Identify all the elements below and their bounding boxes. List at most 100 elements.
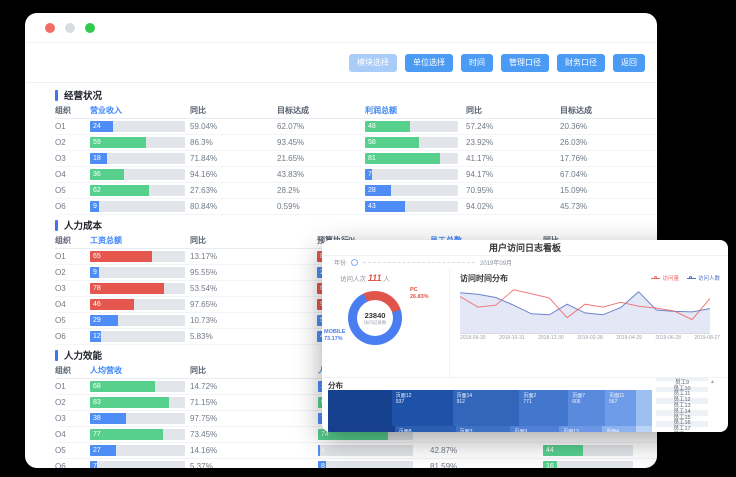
bar-value: 36 xyxy=(93,171,101,178)
treemap-title: 分布 xyxy=(328,381,343,390)
x-tick-label: 2019-02-28 xyxy=(577,335,603,341)
donut-pc-label: PC 26.83% xyxy=(410,287,429,301)
treemap-cell[interactable]: 页面2 771 xyxy=(519,390,569,426)
employee-list-item[interactable]: 员工13 xyxy=(673,402,691,409)
percent-value: 62.07% xyxy=(277,122,305,131)
line-chart-block: 访问时间分布 访问量 访问人数 2018-09-30 2018-10-31 2018-… xyxy=(450,269,728,377)
percent-value: 95.55% xyxy=(190,268,218,277)
treemap-cell[interactable]: 页面12 937 xyxy=(391,390,453,426)
org-label: O2 xyxy=(55,398,66,407)
table-row: O2 59 86.3% 93.45% 58 23.92% 26.03% xyxy=(55,135,657,151)
bar-value: 18 xyxy=(93,155,101,162)
table-row: O1 24 59.04% 62.07% 48 57.24% 20.36% xyxy=(55,119,657,135)
zoom-button[interactable] xyxy=(85,22,95,33)
org-label: O1 xyxy=(55,122,66,131)
toolbar-button-6[interactable]: 返回 xyxy=(613,53,645,72)
employee-list-item[interactable]: 员工15 xyxy=(673,414,691,421)
line-chart[interactable] xyxy=(460,286,710,334)
metric-bar: 18 xyxy=(90,153,185,164)
percent-value: 0.59% xyxy=(277,202,300,211)
employee-list-item[interactable]: 员工11 xyxy=(673,391,691,398)
treemap-cell[interactable]: 页面7 606 xyxy=(568,390,606,426)
org-label: O3 xyxy=(55,154,66,163)
treemap-cell[interactable] xyxy=(636,390,652,426)
bar-value: 58 xyxy=(368,139,376,146)
bar-value: 38 xyxy=(93,415,101,422)
column-header[interactable]: 工资总额 xyxy=(90,236,122,245)
section-accent-bar xyxy=(55,349,58,361)
employee-list-item[interactable]: 员工14 xyxy=(656,409,708,416)
metric-bar: 38 xyxy=(90,413,185,424)
treemap-cell[interactable] xyxy=(328,390,392,426)
metric-bar: 77 xyxy=(90,429,185,440)
bar-value: 8 xyxy=(321,463,325,468)
legend-item[interactable]: 访问人数 xyxy=(686,274,720,282)
percent-value: 94.02% xyxy=(466,202,494,211)
metric-bar: 29 xyxy=(90,315,185,326)
column-header[interactable]: 营业收入 xyxy=(90,106,122,115)
employee-list[interactable]: 员工8员工9员工10员工11员工12员工13员工14员工15员工16员工17员工… xyxy=(656,378,708,432)
scroll-up-icon[interactable]: ▲ xyxy=(710,379,715,385)
toolbar-button-3[interactable]: 时间 xyxy=(461,53,493,72)
treemap-cell[interactable] xyxy=(636,426,652,432)
employee-list-item[interactable]: 员工17 xyxy=(673,426,691,432)
treemap-cell[interactable]: 页面3839 xyxy=(455,426,511,432)
treemap-cell[interactable] xyxy=(328,426,395,432)
toolbar-button-5[interactable]: 财务口径 xyxy=(557,53,605,72)
metric-bar: 9 xyxy=(90,201,185,212)
bar-value: 83 xyxy=(93,399,101,406)
percent-value: 28.2% xyxy=(277,186,300,195)
metric-bar: 1 xyxy=(318,445,413,456)
overlay-panel: 用户访问日志看板 年份 2019年09月 访问人次 111 人 23840 访问… xyxy=(322,240,728,432)
legend-item[interactable]: 访问量 xyxy=(651,274,679,282)
employee-list-item[interactable]: 员工10 xyxy=(656,386,708,393)
metric-bar: 7 xyxy=(90,461,185,468)
employee-list-item[interactable]: 员工12 xyxy=(656,397,708,404)
bar-value: 27 xyxy=(93,447,101,454)
treemap-cell[interactable]: 页面11 567 xyxy=(605,390,637,426)
minimize-button[interactable] xyxy=(65,22,75,33)
metric-bar: 12 xyxy=(90,331,185,342)
column-header[interactable]: 人均营收 xyxy=(90,366,122,375)
treemap-cell[interactable]: 页面4265 xyxy=(602,426,637,432)
percent-value: 97.65% xyxy=(190,300,218,309)
device-donut-chart[interactable]: 23840 访问记录数 xyxy=(348,291,402,345)
toolbar: 模块选择 单位选择 时间 管理口径 财务口径 返回 xyxy=(25,43,657,83)
x-tick-label: 2018-09-30 xyxy=(460,335,486,341)
column-header[interactable]: 利润总额 xyxy=(365,106,397,115)
percent-value: 26.03% xyxy=(560,138,588,147)
metric-bar: 7 xyxy=(365,169,458,180)
toolbar-button-1[interactable]: 模块选择 xyxy=(349,53,397,72)
toolbar-button-2[interactable]: 单位选择 xyxy=(405,53,453,72)
org-label: O5 xyxy=(55,446,66,455)
percent-value: 42.87% xyxy=(430,446,458,455)
slider-track[interactable] xyxy=(363,262,476,263)
employee-list-item[interactable]: 员工9 xyxy=(674,379,690,386)
bar-value: 43 xyxy=(368,203,376,210)
close-button[interactable] xyxy=(45,22,55,33)
column-header: 目标达成 xyxy=(560,106,592,115)
treemap-cell[interactable]: 页面8937 xyxy=(394,426,456,432)
metric-bar: 27 xyxy=(90,445,185,456)
treemap-cell[interactable]: 页面9647 xyxy=(510,426,560,432)
section-title: 经营状况 xyxy=(64,91,103,102)
percent-value: 97.75% xyxy=(190,414,218,423)
percent-value: 57.24% xyxy=(466,122,494,131)
treemap-cell[interactable]: 页面14 912 xyxy=(452,390,520,426)
org-label: O2 xyxy=(55,268,66,277)
slider-handle[interactable] xyxy=(351,259,359,266)
bar-value: 24 xyxy=(93,123,101,130)
table-row: O5 27 14.16% 1 42.87% 44 xyxy=(55,443,657,459)
slider-right-label: 2019年09月 xyxy=(480,261,513,267)
org-label: O6 xyxy=(55,462,66,468)
percent-value: 81.59% xyxy=(430,462,458,468)
treemap: 页面12937页面14912页面2771页面7606页面11567页面8937页… xyxy=(328,390,652,432)
bar-value: 78 xyxy=(93,285,101,292)
employee-list-item[interactable]: 员工16 xyxy=(656,421,708,428)
employee-list-item[interactable]: 员工8 xyxy=(656,378,708,381)
treemap-cell[interactable]: 页面13428 xyxy=(559,426,603,432)
org-label: O1 xyxy=(55,252,66,261)
org-label: O4 xyxy=(55,300,66,309)
toolbar-button-4[interactable]: 管理口径 xyxy=(501,53,549,72)
section-title: 人力成本 xyxy=(64,221,103,232)
